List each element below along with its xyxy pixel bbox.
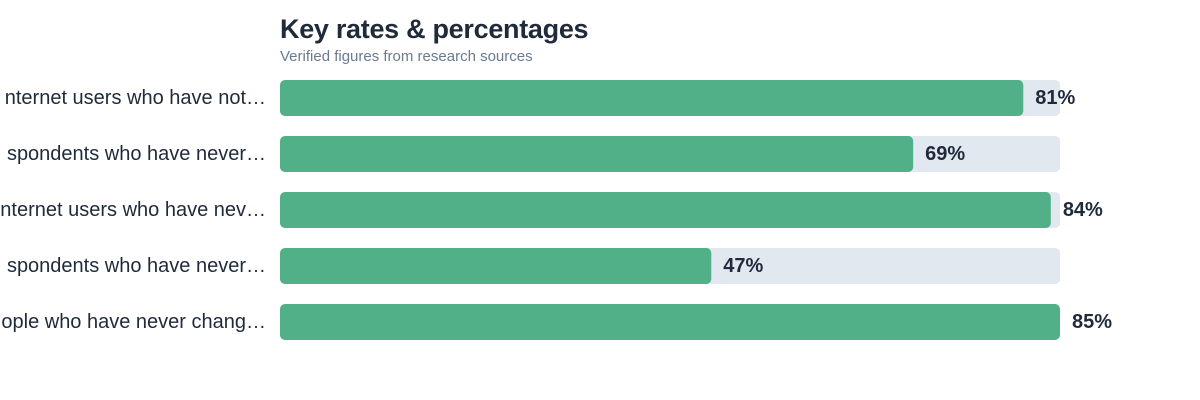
chart-title: Key rates & percentages	[280, 14, 589, 44]
value-label: 81%	[1035, 87, 1075, 109]
value-label: 84%	[1063, 199, 1103, 221]
bar	[280, 304, 1060, 340]
bar	[280, 248, 712, 284]
category-label: nternet users who have not…	[5, 87, 266, 109]
category-label: spondents who have never…	[7, 255, 266, 277]
chart-subtitle: Verified figures from research sources	[280, 48, 533, 65]
category-label: nternet users who have nev…	[0, 199, 266, 221]
bar	[280, 136, 914, 172]
value-label: 85%	[1072, 311, 1112, 333]
bar	[280, 80, 1024, 116]
bar	[280, 192, 1051, 228]
category-label: ople who have never chang…	[1, 311, 266, 333]
value-label: 47%	[723, 255, 763, 277]
category-label: spondents who have never…	[7, 143, 266, 165]
value-label: 69%	[925, 143, 965, 165]
